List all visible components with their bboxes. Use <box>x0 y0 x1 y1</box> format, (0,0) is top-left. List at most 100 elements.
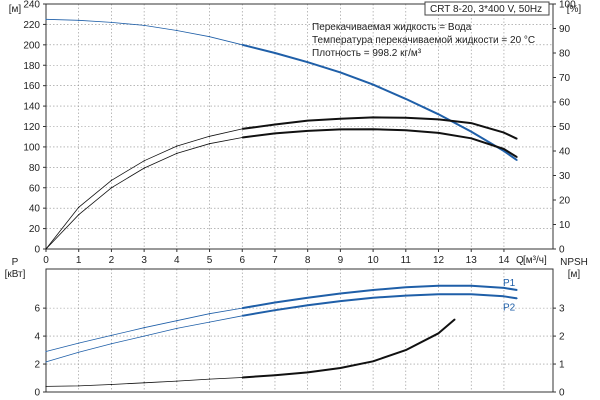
series-3-point <box>274 132 276 134</box>
x-tick-label: 7 <box>272 255 278 266</box>
x-axis-label: Q <box>516 255 524 266</box>
series-2-point <box>208 135 211 137</box>
info-temperature: Температура перекачиваемой жидкости = 20… <box>312 35 535 46</box>
series-1-line <box>242 43 518 162</box>
series-p2-point <box>307 304 309 306</box>
series-1-point <box>241 44 243 46</box>
series-1-point <box>143 24 145 27</box>
y-left-tick-label: 180 <box>23 61 40 72</box>
series-1-point <box>110 21 113 23</box>
series-p1-label: P1 <box>503 278 516 289</box>
y-right-tick-label: 10 <box>559 220 571 231</box>
series-1-point <box>372 84 374 86</box>
series-3-point <box>241 136 243 139</box>
series-1-point <box>516 159 518 161</box>
series-p1-point <box>405 286 407 288</box>
series-p1-point <box>470 285 472 287</box>
series-p1-point <box>241 307 243 309</box>
series-3-point <box>176 380 178 382</box>
series-p2-point <box>78 351 80 353</box>
series-p1-point <box>516 289 518 291</box>
series-3-point <box>274 374 276 376</box>
series-1-point <box>405 98 407 100</box>
y-left-tick-label: 40 <box>29 204 41 215</box>
series-3-point <box>241 376 243 379</box>
series-1-point <box>437 113 440 115</box>
y-left-axis-unit: [кВт] <box>5 269 26 280</box>
series-p2-point <box>241 315 243 317</box>
y-left-axis-unit: [м] <box>9 4 22 15</box>
series-p1-line <box>242 284 518 310</box>
y-right-tick-label: 20 <box>559 196 571 207</box>
series-3-point <box>110 383 113 386</box>
x-tick-label: 10 <box>368 255 380 266</box>
series-p2-point <box>110 343 113 345</box>
series-p2-line <box>242 293 518 317</box>
series-3-point <box>45 385 47 388</box>
x-tick-label: 0 <box>43 255 49 266</box>
y-left-tick-label: 2 <box>34 360 40 371</box>
series-3-point <box>307 371 309 374</box>
series-2-point <box>405 117 407 119</box>
series-3-point <box>405 129 407 131</box>
series-p1-point <box>307 297 309 299</box>
info-box: CRT 8-20, 3*400 V, 50Hz Перекачиваемая ж… <box>312 1 550 59</box>
y-right-tick-label: 60 <box>559 98 571 109</box>
pump-label: CRT 8-20, 3*400 V, 50Hz <box>430 4 542 15</box>
x-tick-label: 3 <box>141 255 147 266</box>
y-left-tick-label: 80 <box>29 163 41 174</box>
series-3-point <box>45 248 47 250</box>
series-p2-point <box>274 309 276 311</box>
series-3-point <box>110 187 113 189</box>
y-right-tick-label: 70 <box>559 73 571 84</box>
series-3-point <box>176 152 178 155</box>
series-p1-point <box>503 287 505 289</box>
series-1-point <box>339 71 341 73</box>
series-p2-point <box>516 297 518 299</box>
y-left-tick-label: 6 <box>34 304 40 315</box>
series-3-point <box>143 382 145 384</box>
x-tick-label: 12 <box>433 255 445 266</box>
y-right-axis-label: NPSH <box>560 257 588 268</box>
head-efficiency-panel: 0204060801001201401601802002202400102030… <box>9 0 582 266</box>
series-2-point <box>143 160 145 162</box>
series-3-point <box>78 385 80 387</box>
series-2-line <box>242 116 518 140</box>
series-2-point <box>110 179 113 181</box>
y-right-tick-label: 100 <box>559 0 576 11</box>
y-left-axis-label: P <box>12 257 19 268</box>
x-axis-unit: [м³/ч] <box>523 255 547 266</box>
plot-frame <box>45 268 554 393</box>
x-tick-label: 8 <box>305 255 311 266</box>
series-p2-point <box>503 295 505 297</box>
x-tick-label: 4 <box>174 255 180 266</box>
x-tick-label: 14 <box>498 255 510 266</box>
y-left-tick-label: 60 <box>29 183 41 194</box>
series-p2-point <box>372 297 374 299</box>
y-right-tick-label: 50 <box>559 122 571 133</box>
y-right-tick-label: 0 <box>559 388 565 399</box>
series-3-point <box>372 360 374 362</box>
series-p1-point <box>208 313 211 315</box>
y-right-tick-label: 30 <box>559 171 571 182</box>
x-tick-label: 9 <box>338 255 344 266</box>
series-p2-point <box>405 294 407 297</box>
series-p1-point <box>143 327 145 329</box>
series-p1-point <box>339 292 341 295</box>
series-3-point <box>78 214 80 216</box>
series-3-point <box>307 130 309 132</box>
x-tick-label: 5 <box>207 255 213 266</box>
series-2-point <box>372 116 374 119</box>
series-3-point <box>405 349 407 351</box>
series-p1-point <box>372 289 374 291</box>
series-2-point <box>241 128 243 130</box>
info-fluid: Перекачиваемая жидкость = Вода <box>312 22 472 33</box>
y-left-tick-label: 240 <box>23 0 40 11</box>
y-left-tick-label: 220 <box>23 20 40 31</box>
series-p1-point <box>437 285 440 287</box>
pump-label-box <box>424 1 550 16</box>
y-left-tick-label: 140 <box>23 102 40 113</box>
series-3-point <box>503 148 505 150</box>
y-left-tick-label: 160 <box>23 81 40 92</box>
